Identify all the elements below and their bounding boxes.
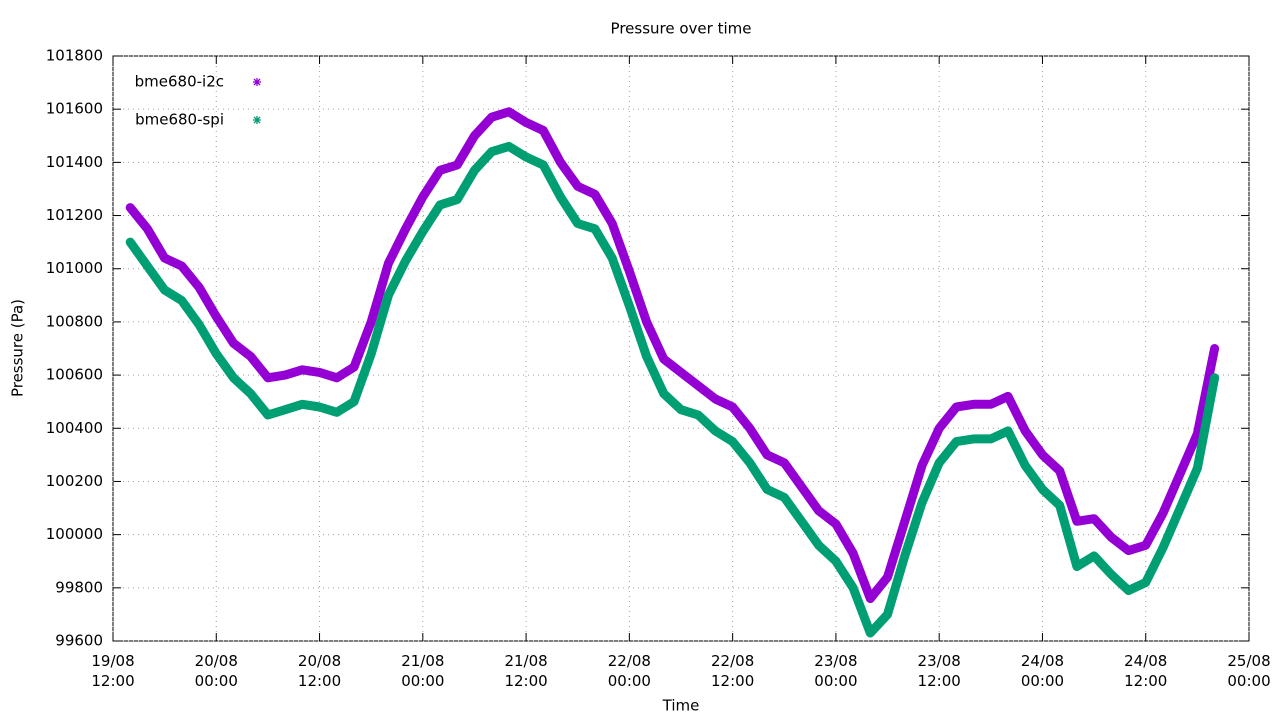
y-tick-label: 100000 — [46, 525, 103, 543]
y-tick-label: 101800 — [46, 47, 103, 65]
y-tick-label: 100600 — [46, 366, 103, 384]
chart-title: Pressure over time — [611, 20, 752, 38]
x-tick-label: 22/08 00:00 — [607, 652, 651, 690]
x-tick-label: 22/08 12:00 — [711, 652, 755, 690]
series-line — [125, 141, 1220, 638]
legend-label: bme680-i2c — [135, 73, 224, 91]
y-tick-label: 100400 — [46, 419, 103, 437]
legend-label: bme680-spi — [135, 111, 224, 129]
x-tick-label: 20/08 00:00 — [194, 652, 238, 690]
plot-frame — [112, 55, 1250, 642]
y-tick-label: 101600 — [46, 100, 103, 118]
y-tick-label: 101000 — [46, 259, 103, 277]
x-tick-label: 20/08 12:00 — [297, 652, 342, 690]
y-axis-label: Pressure (Pa) — [9, 299, 27, 397]
y-tick-label: 101200 — [46, 206, 103, 224]
x-tick-label: 25/08 00:00 — [1227, 652, 1271, 690]
x-tick-label: 23/08 00:00 — [814, 652, 858, 690]
y-tick-label: 100800 — [46, 312, 103, 330]
y-tick-label: 99600 — [55, 632, 103, 650]
y-tick-label: 100200 — [46, 472, 103, 490]
y-tick-label: 99800 — [55, 578, 103, 596]
x-tick-label: 21/08 12:00 — [504, 652, 548, 690]
legend-marker — [253, 78, 261, 86]
y-tick-label: 101400 — [46, 153, 103, 171]
x-tick-label: 19/08 12:00 — [91, 652, 135, 690]
x-tick-label: 21/08 00:00 — [401, 652, 445, 690]
series-line — [125, 107, 1220, 603]
x-tick-label: 24/08 00:00 — [1020, 652, 1065, 690]
x-tick-label: 24/08 12:00 — [1124, 652, 1168, 690]
legend-marker — [253, 116, 261, 124]
x-axis-label: Time — [662, 697, 700, 715]
x-tick-label: 23/08 12:00 — [917, 652, 961, 690]
